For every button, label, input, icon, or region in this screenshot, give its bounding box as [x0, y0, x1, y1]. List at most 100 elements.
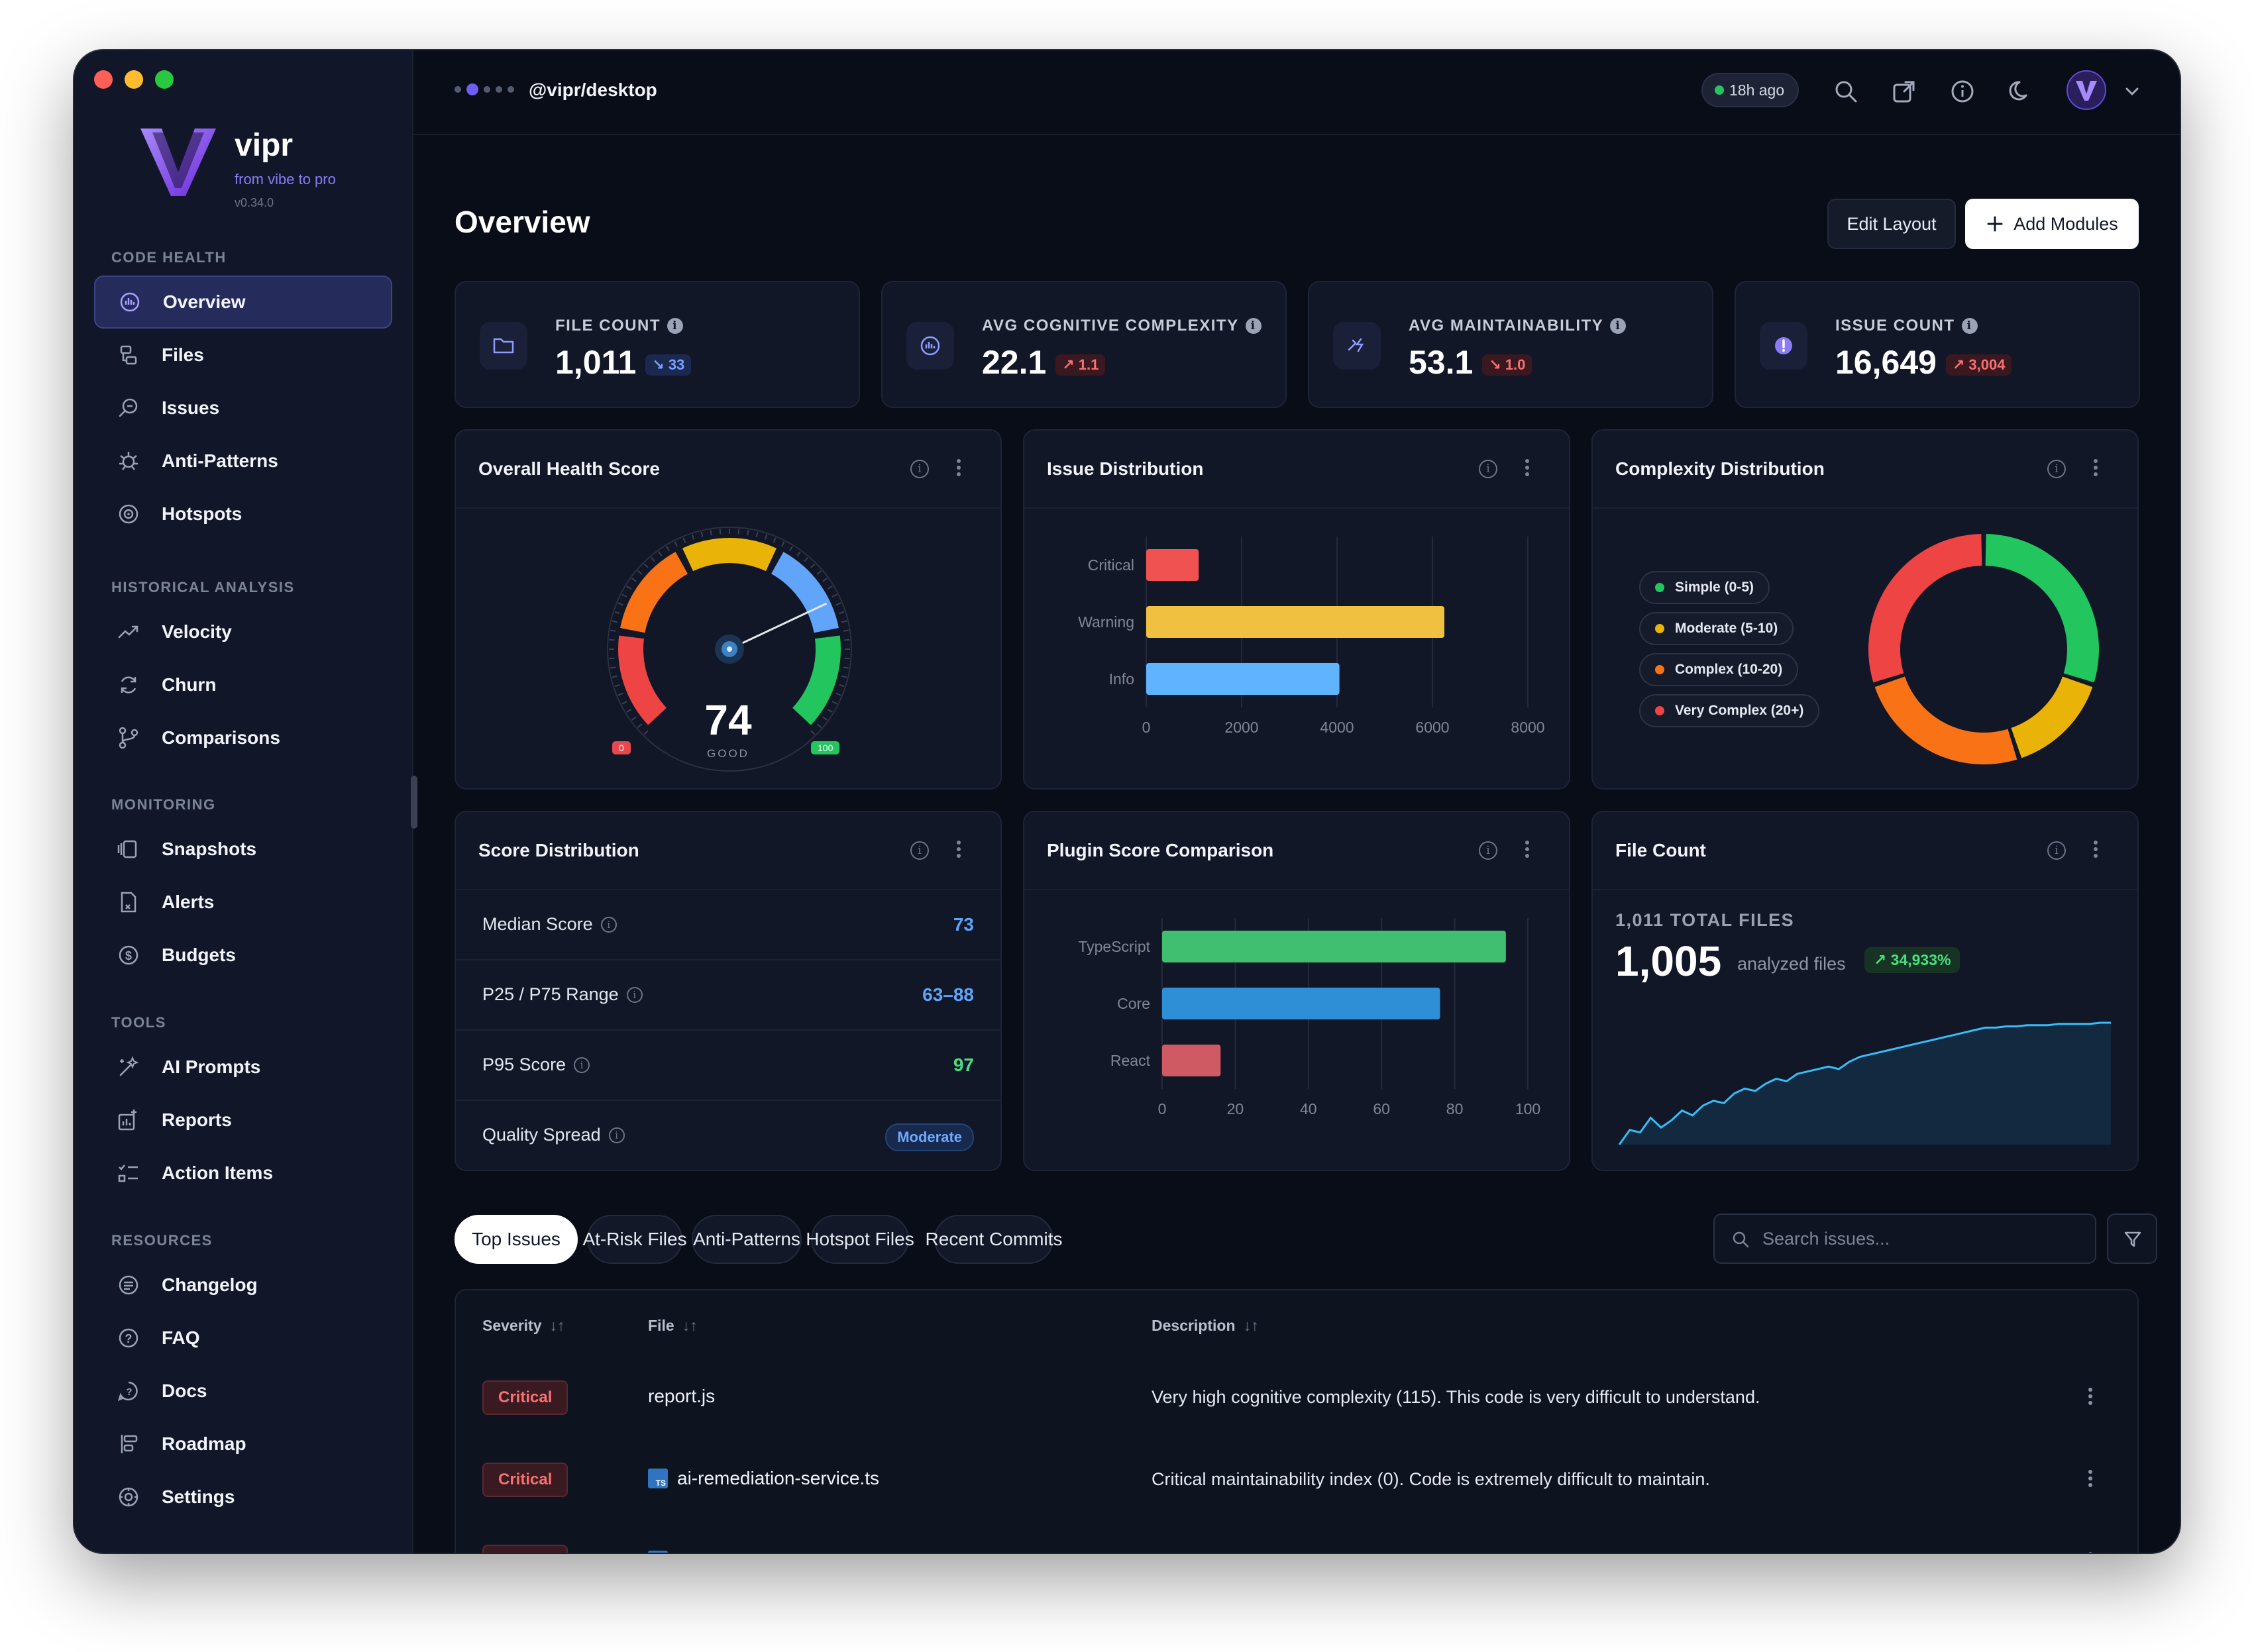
sidebar-item-action-items[interactable]: Action Items	[94, 1147, 392, 1200]
info-icon[interactable]	[1948, 77, 1977, 106]
sidebar-item-overview[interactable]: Overview	[94, 276, 392, 329]
filter-button[interactable]	[2107, 1213, 2157, 1264]
tab-recent-commits[interactable]: Recent Commits	[926, 1215, 1062, 1264]
file-cell[interactable]: TS ai-remediation-service.ts	[648, 1468, 879, 1489]
sidebar-item-alerts[interactable]: Alerts	[94, 876, 392, 929]
sidebar-item-files[interactable]: Files	[94, 329, 392, 382]
info-icon[interactable]: i	[600, 916, 617, 933]
legend-item[interactable]: Simple (0-5)	[1639, 571, 1770, 604]
brand[interactable]: vipr from vibe to pro v0.34.0	[138, 125, 336, 210]
more-menu-icon[interactable]	[1524, 457, 1530, 480]
sidebar-item-roadmap[interactable]: Roadmap	[94, 1418, 392, 1471]
severity-column-header[interactable]: Severity ↓↑	[482, 1317, 565, 1335]
kpi-card-avg-maintainability[interactable]: AVG MAINTAINABILITY i 53.1 ↘ 1.0	[1308, 281, 1713, 408]
file-column-header[interactable]: File ↓↑	[648, 1317, 698, 1335]
sidebar-item-settings[interactable]: Settings	[94, 1471, 392, 1523]
description-column-header[interactable]: Description ↓↑	[1152, 1317, 1259, 1335]
search-box[interactable]	[1713, 1213, 2096, 1264]
more-menu-icon[interactable]	[2092, 457, 2099, 480]
donut-slice-2[interactable]	[1874, 676, 2017, 764]
info-icon[interactable]: i	[626, 986, 643, 1003]
tab-anti-patterns[interactable]: Anti-Patterns	[692, 1215, 802, 1264]
sidebar-item-label: Docs	[162, 1380, 207, 1401]
sidebar-item-budgets[interactable]: $ Budgets	[94, 929, 392, 982]
sidebar-item-velocity[interactable]: Velocity	[94, 605, 392, 658]
kpi-card-avg-cognitive-complexity[interactable]: AVG COGNITIVE COMPLEXITY i 22.1 ↗ 1.1	[881, 281, 1287, 408]
edit-layout-button[interactable]: Edit Layout	[1827, 199, 1956, 249]
zoom-window-button[interactable]	[155, 70, 174, 89]
info-icon[interactable]: i	[574, 1057, 590, 1073]
close-window-button[interactable]	[94, 70, 113, 89]
info-icon[interactable]: i	[1479, 841, 1497, 860]
user-avatar[interactable]	[2066, 70, 2106, 110]
bar-info[interactable]	[1146, 663, 1340, 695]
info-icon[interactable]: i	[1610, 318, 1627, 334]
donut-slice-3[interactable]	[1868, 534, 1982, 683]
gauge-tick	[682, 537, 686, 543]
row-more-menu-icon[interactable]	[2087, 1386, 2094, 1408]
table-row[interactable]: Critical TS ai-remediation-service.ts Very …	[456, 1526, 2137, 1553]
legend-item[interactable]: Moderate (5-10)	[1639, 612, 1794, 645]
more-menu-icon[interactable]	[955, 457, 962, 480]
row-more-menu-icon[interactable]	[2087, 1468, 2094, 1490]
sidebar-item-ai-prompts[interactable]: AI Prompts	[94, 1041, 392, 1094]
kpi-card-issue-count[interactable]: ISSUE COUNT i 16,649 ↗ 3,004	[1735, 281, 2140, 408]
sidebar-item-hotspots[interactable]: Hotspots	[94, 488, 392, 541]
minimize-window-button[interactable]	[125, 70, 143, 89]
info-icon[interactable]: i	[2047, 460, 2066, 478]
export-icon[interactable]	[1890, 77, 1919, 106]
more-menu-icon[interactable]	[1524, 839, 1530, 861]
sidebar-item-anti-patterns[interactable]: Anti-Patterns	[94, 435, 392, 488]
sidebar-item-docs[interactable]: ? Docs	[94, 1365, 392, 1418]
legend-item[interactable]: Very Complex (20+)	[1639, 694, 1820, 727]
tab-at-risk-files[interactable]: At-Risk Files	[582, 1215, 687, 1264]
info-icon[interactable]: i	[667, 318, 683, 334]
legend-item[interactable]: Complex (10-20)	[1639, 653, 1799, 686]
search-icon[interactable]	[1831, 77, 1860, 106]
bar-react[interactable]	[1162, 1045, 1221, 1076]
gauge-tick	[614, 611, 620, 615]
sidebar-resize-handle[interactable]	[411, 776, 417, 829]
more-menu-icon[interactable]	[955, 839, 962, 861]
moon-icon[interactable]	[2006, 77, 2035, 106]
file-cell[interactable]: report.js	[648, 1386, 715, 1407]
table-row[interactable]: Critical report.js Very high cognitive com…	[456, 1362, 2137, 1444]
bar-core[interactable]	[1162, 988, 1440, 1019]
info-icon[interactable]: i	[910, 460, 929, 478]
info-icon[interactable]: i	[910, 841, 929, 860]
sidebar-item-issues[interactable]: Issues	[94, 382, 392, 435]
app-tagline: from vibe to pro	[235, 171, 336, 187]
file-cell[interactable]: TS ai-remediation-service.ts	[648, 1550, 879, 1553]
row-more-menu-icon[interactable]	[2087, 1550, 2094, 1553]
info-icon[interactable]: i	[1245, 318, 1261, 334]
kpi-card-file-count[interactable]: FILE COUNT i 1,011 ↘ 33	[455, 281, 860, 408]
sidebar-item-changelog[interactable]: Changelog	[94, 1259, 392, 1312]
description-header-label: Description	[1152, 1317, 1236, 1334]
donut-slice-0[interactable]	[1985, 534, 2099, 683]
chevron-down-icon[interactable]	[2121, 81, 2143, 102]
search-input[interactable]	[1762, 1215, 2080, 1263]
bar-critical[interactable]	[1146, 549, 1199, 581]
sidebar-item-label: Overview	[163, 291, 246, 312]
workspace-switcher-icon[interactable]	[455, 83, 514, 95]
info-icon[interactable]: i	[1961, 318, 1978, 334]
x-tick-label: 0	[1142, 719, 1151, 736]
tab-hotspot-files[interactable]: Hotspot Files	[806, 1215, 914, 1264]
info-icon[interactable]: i	[608, 1127, 625, 1143]
donut-slice-1[interactable]	[2011, 676, 2093, 758]
project-path[interactable]: @vipr/desktop	[529, 79, 657, 100]
info-icon[interactable]: i	[1479, 460, 1497, 478]
bar-typescript[interactable]	[1162, 931, 1506, 962]
sidebar-item-reports[interactable]: Reports	[94, 1094, 392, 1147]
sidebar-item-faq[interactable]: ? FAQ	[94, 1312, 392, 1365]
bar-warning[interactable]	[1146, 606, 1444, 638]
tab-top-issues[interactable]: Top Issues	[455, 1215, 578, 1264]
table-row[interactable]: Critical TS ai-remediation-service.ts Criti…	[456, 1444, 2137, 1526]
sidebar-item-comparisons[interactable]: Comparisons	[94, 711, 392, 764]
sidebar-item-snapshots[interactable]: Snapshots	[94, 823, 392, 876]
add-modules-button[interactable]: Add Modules	[1965, 199, 2139, 249]
search-icon	[1733, 1231, 1749, 1248]
more-menu-icon[interactable]	[2092, 839, 2099, 861]
sidebar-item-churn[interactable]: Churn	[94, 658, 392, 711]
info-icon[interactable]: i	[2047, 841, 2066, 860]
